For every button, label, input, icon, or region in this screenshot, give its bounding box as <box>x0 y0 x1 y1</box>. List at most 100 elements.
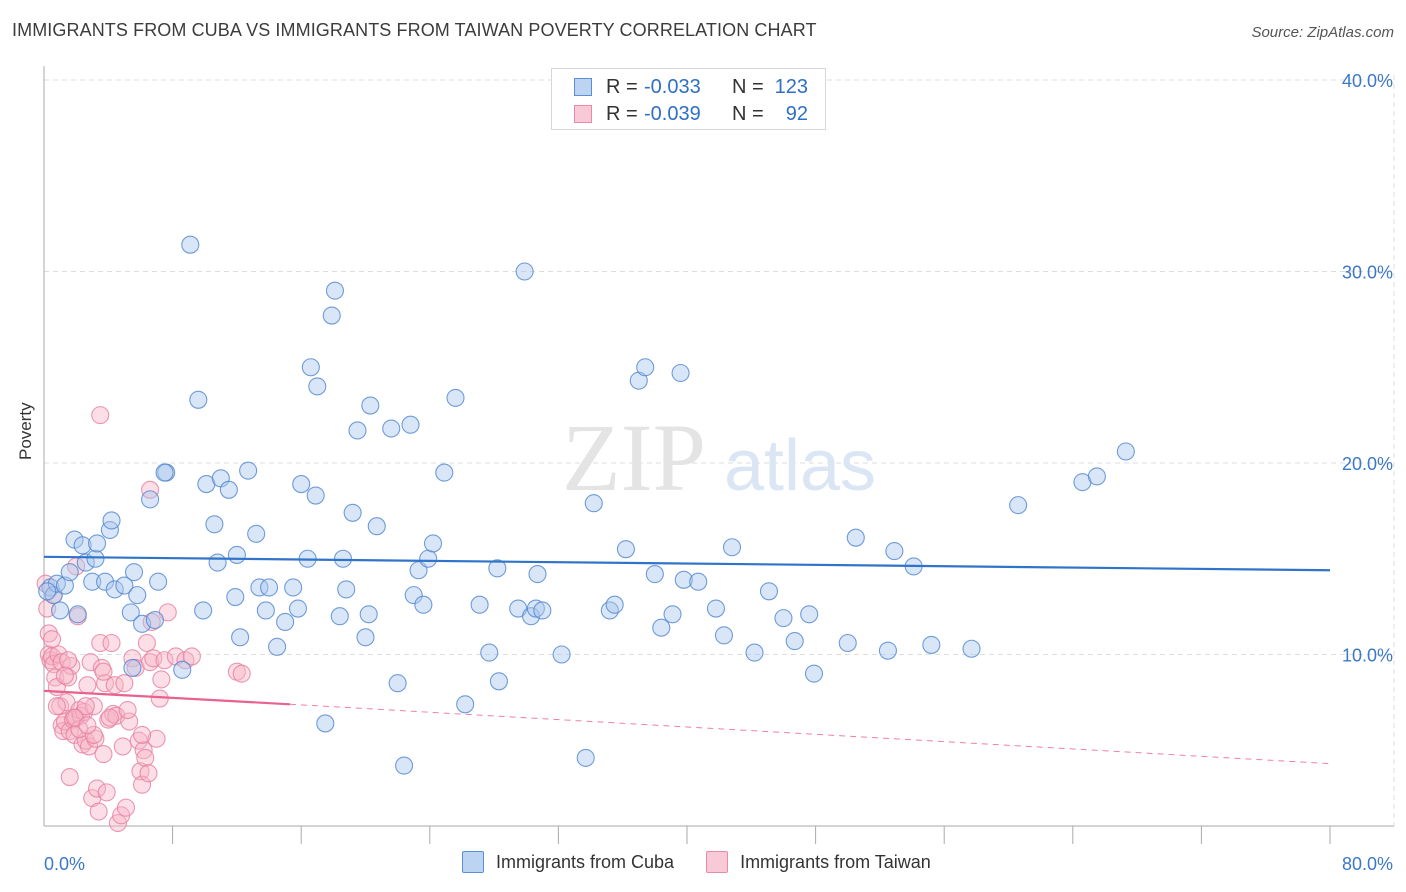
data-point <box>134 741 153 760</box>
data-point <box>922 635 941 654</box>
data-point <box>52 653 71 672</box>
data-point <box>745 643 764 662</box>
data-point <box>419 549 438 568</box>
source-label: Source: ZipAtlas.com <box>1251 24 1394 41</box>
grid <box>44 75 1395 826</box>
legend-item-cuba: Immigrants from Cuba <box>462 851 674 873</box>
legend-n-label: N = <box>732 102 764 125</box>
data-point <box>120 712 139 731</box>
data-point <box>115 674 134 693</box>
data-point <box>706 599 725 618</box>
data-point <box>382 419 401 438</box>
data-point <box>1009 496 1028 515</box>
chart-title: IMMIGRANTS FROM CUBA VS IMMIGRANTS FROM … <box>12 20 817 40</box>
data-point <box>663 605 682 624</box>
data-point <box>208 553 227 572</box>
trend-line-cuba <box>43 555 1331 572</box>
data-point <box>292 475 311 494</box>
legend-label-cuba: Immigrants from Cuba <box>496 851 675 872</box>
data-point <box>205 515 224 534</box>
data-point <box>636 358 655 377</box>
legend-r-label: R = <box>606 75 638 98</box>
watermark: ZIP atlas <box>562 404 876 511</box>
data-point <box>308 377 327 396</box>
data-point <box>84 725 103 744</box>
data-point <box>83 572 102 591</box>
data-point <box>435 463 454 482</box>
data-point <box>129 731 148 750</box>
data-point <box>674 570 693 589</box>
data-point <box>878 641 897 660</box>
data-point <box>367 517 386 536</box>
y-tick-label: 10.0% <box>1342 646 1393 666</box>
data-point <box>42 630 62 649</box>
data-point <box>152 670 171 689</box>
data-point <box>616 540 635 559</box>
legend-swatch-taiwan <box>574 105 592 123</box>
legend-n-label: N = <box>732 75 764 98</box>
data-point <box>301 358 320 377</box>
data-point <box>136 748 155 767</box>
data-point <box>118 700 137 720</box>
data-point <box>47 697 66 716</box>
data-point <box>116 798 136 817</box>
data-point <box>785 632 804 651</box>
data-point <box>348 421 367 440</box>
data-point <box>456 695 475 714</box>
data-point <box>55 576 74 595</box>
data-point <box>552 645 571 664</box>
trend-line-taiwan-extension <box>289 703 1331 765</box>
data-point <box>55 666 74 685</box>
trend-line-taiwan <box>43 689 291 706</box>
legend-swatch-cuba <box>574 78 592 96</box>
data-point <box>337 580 356 599</box>
data-point <box>149 572 168 591</box>
legend-row-cuba: R = -0.033 N = 123 <box>552 73 808 101</box>
data-point <box>714 626 734 645</box>
data-point <box>68 605 87 624</box>
data-point <box>133 725 152 744</box>
data-point <box>395 756 414 775</box>
data-point <box>123 658 142 677</box>
data-point <box>526 599 545 618</box>
data-point <box>600 601 619 620</box>
data-point <box>361 396 380 415</box>
data-point <box>256 601 275 620</box>
data-point <box>480 643 499 662</box>
data-point <box>359 605 378 624</box>
data-point <box>333 549 353 568</box>
data-point <box>73 536 92 555</box>
data-point <box>227 545 246 564</box>
data-point <box>79 737 99 756</box>
data-point <box>325 281 345 300</box>
legend-label-taiwan: Immigrants from Taiwan <box>740 851 931 872</box>
data-point <box>247 524 266 543</box>
legend-r-label: R = <box>606 102 638 125</box>
data-point <box>94 745 113 764</box>
data-point <box>470 595 489 614</box>
data-point <box>962 639 981 658</box>
data-point <box>322 306 341 325</box>
data-point <box>1116 442 1135 461</box>
data-point <box>774 609 793 628</box>
data-point <box>528 565 547 584</box>
data-point <box>576 748 595 767</box>
data-point <box>115 576 134 595</box>
data-point <box>885 542 904 561</box>
data-point <box>388 674 407 693</box>
data-point <box>121 603 140 622</box>
data-point <box>689 572 708 591</box>
legend-row-taiwan: R = -0.039 N = 92 <box>552 100 808 128</box>
y-axis-label: Poverty <box>16 402 35 460</box>
data-point <box>39 624 58 643</box>
data-point <box>86 549 105 568</box>
data-point <box>276 612 295 631</box>
data-point <box>139 764 158 783</box>
data-point <box>1087 467 1106 486</box>
data-point <box>133 775 152 794</box>
data-point <box>343 503 362 522</box>
data-point <box>62 656 81 676</box>
data-point <box>87 534 107 553</box>
data-point <box>76 697 95 716</box>
